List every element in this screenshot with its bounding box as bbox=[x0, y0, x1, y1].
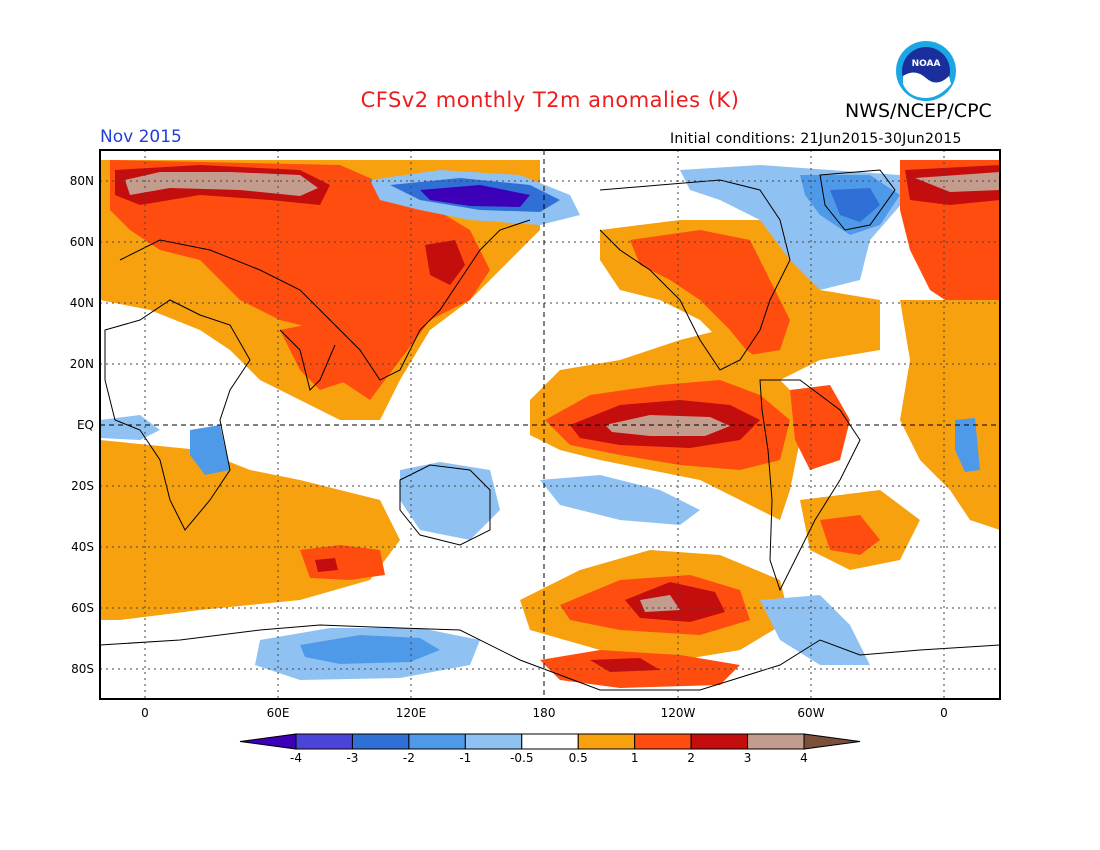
europe-warm-extreme-right bbox=[915, 172, 1000, 192]
lat-label: 60N bbox=[70, 235, 94, 249]
colorbar: -4 -3 -2 -1 -0.5 0.5 1 2 3 4 bbox=[239, 733, 861, 765]
africa-cold bbox=[190, 425, 230, 475]
lon-labels: 0 60E 120E 180 120W 60W 0 bbox=[141, 706, 948, 720]
antarctic-cold bbox=[300, 635, 440, 664]
antarctic-warm-strong bbox=[590, 658, 660, 672]
africa-coast bbox=[104, 299, 251, 531]
reference-lines bbox=[100, 150, 1000, 699]
arctic-cold-extreme bbox=[420, 185, 530, 207]
colorbar-box bbox=[408, 733, 466, 750]
colorbar-box bbox=[634, 733, 692, 750]
colorbar-arrow-high bbox=[803, 733, 861, 750]
south-america-coast bbox=[759, 379, 861, 592]
initial-conditions: Initial conditions: 21Jun2015-30Jun2015 bbox=[670, 131, 962, 147]
colorbar-label: 3 bbox=[744, 751, 752, 765]
australia-coast bbox=[399, 464, 491, 546]
lon-label: 120E bbox=[396, 706, 427, 720]
colorbar-label: -4 bbox=[290, 751, 302, 765]
africa-warm-right bbox=[900, 300, 1000, 530]
siberia-warm-extreme bbox=[125, 172, 318, 196]
lat-label: EQ bbox=[77, 418, 94, 432]
south-indian-warm-strong bbox=[315, 558, 338, 572]
forecast-month: Nov 2015 bbox=[100, 127, 182, 147]
lon-label: 60W bbox=[797, 706, 824, 720]
graticule bbox=[100, 150, 1000, 699]
lon-label: 60E bbox=[267, 706, 290, 720]
lat-labels: 80N 60N 40N 20N EQ 20S 40S 60S 80S bbox=[70, 174, 94, 676]
colorbar-arrow-low bbox=[239, 733, 297, 750]
colorbar-label: 1 bbox=[631, 751, 639, 765]
south-pacific-warm-strong bbox=[625, 582, 725, 622]
north-america-warm bbox=[630, 230, 790, 355]
noaa-logo: NOAA bbox=[896, 41, 956, 101]
colorbar-box bbox=[295, 733, 353, 750]
south-indian-warm bbox=[300, 545, 385, 580]
colorbar-box bbox=[577, 733, 636, 750]
map-frame bbox=[99, 149, 1001, 700]
lat-label: 80S bbox=[71, 662, 94, 676]
australia-cold bbox=[400, 462, 500, 540]
lat-label: 40N bbox=[70, 296, 94, 310]
colorbar-box bbox=[747, 733, 805, 750]
page-title: CFSv2 monthly T2m anomalies (K) bbox=[360, 88, 740, 112]
colorbar-box bbox=[690, 733, 749, 750]
lon-label: 0 bbox=[141, 706, 149, 720]
south-atlantic-right-warm-strong bbox=[820, 515, 880, 555]
lat-label: 60S bbox=[71, 601, 94, 615]
east-asia-warm-strong bbox=[425, 240, 465, 285]
india-warm bbox=[280, 320, 360, 390]
logo-text: NOAA bbox=[912, 59, 941, 69]
lat-label: 80N bbox=[70, 174, 94, 188]
greenland-coast bbox=[819, 169, 896, 231]
europe-asia-coast bbox=[119, 219, 531, 381]
north-america-coast bbox=[599, 179, 791, 371]
lat-label: 40S bbox=[71, 540, 94, 554]
southern-atlantic-cold bbox=[760, 595, 870, 665]
colorbar-box bbox=[464, 733, 523, 750]
lat-label: 20N bbox=[70, 357, 94, 371]
anomaly-field bbox=[100, 160, 1000, 688]
greenland-cold-strong bbox=[830, 188, 880, 222]
colorbar-label: -3 bbox=[346, 751, 358, 765]
eurasia-warm bbox=[110, 160, 490, 400]
atlantic-cold-right bbox=[955, 418, 980, 472]
agency-label: NWS/NCEP/CPC bbox=[845, 100, 992, 122]
lon-label: 120W bbox=[661, 706, 696, 720]
colorbar-label: 4 bbox=[800, 751, 808, 765]
colorbar-label: 0.5 bbox=[569, 751, 588, 765]
lat-label: 20S bbox=[71, 479, 94, 493]
lon-label: 0 bbox=[940, 706, 948, 720]
colorbar-label: -0.5 bbox=[510, 751, 533, 765]
lon-label: 180 bbox=[533, 706, 556, 720]
colorbar-label: -1 bbox=[459, 751, 471, 765]
colorbar-box bbox=[521, 733, 579, 750]
antarctica-coast bbox=[99, 624, 1001, 691]
india-coast bbox=[279, 329, 336, 391]
colorbar-box bbox=[351, 733, 410, 750]
colorbar-label: 2 bbox=[687, 751, 695, 765]
south-pacific-cold bbox=[540, 475, 700, 525]
coastlines bbox=[99, 169, 1001, 691]
colorbar-label: -2 bbox=[403, 751, 415, 765]
